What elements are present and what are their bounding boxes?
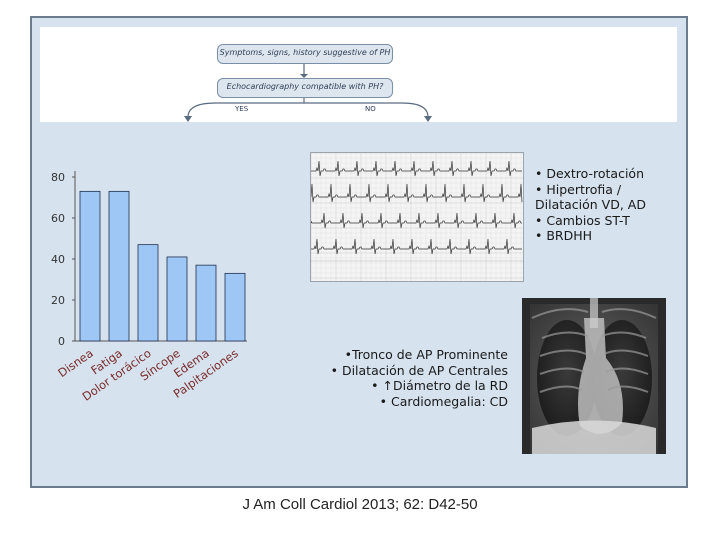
- flowchart-box-echocardiography: Echocardiography compatible with PH?: [217, 78, 393, 98]
- flowchart-strip: Symptoms, signs, history suggestive of P…: [40, 27, 677, 122]
- xray-finding-item: • Dilatación de AP Centrales: [330, 362, 508, 378]
- ecg-findings-list: • Dextro-rotación • Hipertrofia / Dilata…: [535, 166, 685, 244]
- bar: [224, 272, 246, 342]
- flowchart-yes-label: YES: [235, 105, 249, 113]
- flowchart-box-symptoms: Symptoms, signs, history suggestive of P…: [217, 44, 393, 64]
- xray-finding-item: • Cardiomegalia: CD: [379, 393, 508, 409]
- bar: [108, 190, 130, 342]
- bar: [195, 264, 217, 342]
- y-tick-label: 40: [51, 253, 65, 266]
- y-tick-label: 0: [58, 335, 65, 348]
- x-tick-label: Disnea: [55, 346, 95, 380]
- xray-findings-list: •Tronco de AP Prominente • Dilatación de…: [300, 347, 508, 409]
- chest-xray-image: [522, 298, 666, 454]
- ecg-finding-item: • BRDHH: [535, 228, 593, 243]
- flowchart-arrows: [184, 62, 432, 122]
- bar: [137, 244, 159, 342]
- ecg-finding-item: • Cambios ST-T: [535, 212, 630, 228]
- y-tick-label: 60: [51, 212, 65, 225]
- xray-finding-item: • ↑Diámetro de la RD: [371, 378, 508, 393]
- xray-finding-item: •Tronco de AP Prominente: [344, 347, 508, 362]
- citation: J Am Coll Cardiol 2013; 62: D42-50: [242, 496, 478, 513]
- ecg-image: [310, 152, 524, 282]
- y-tick-label: 80: [51, 171, 65, 184]
- bar: [79, 190, 101, 342]
- flowchart-no-label: NO: [365, 105, 376, 113]
- ecg-finding-item: • Dextro-rotación: [535, 166, 644, 181]
- bar: [166, 256, 188, 342]
- y-tick-label: 20: [51, 294, 65, 307]
- ecg-finding-item: • Hipertrofia / Dilatación VD, AD: [535, 181, 646, 213]
